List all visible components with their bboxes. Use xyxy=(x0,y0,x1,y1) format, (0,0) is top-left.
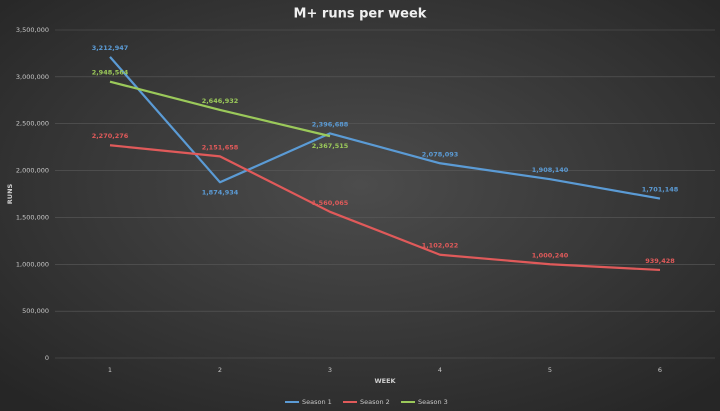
data-label: 1,874,934 xyxy=(202,188,239,196)
x-axis-title: WEEK xyxy=(374,377,396,385)
x-tick-label: 3 xyxy=(328,366,332,374)
data-label: 2,948,564 xyxy=(92,69,129,77)
data-label: 2,646,932 xyxy=(202,97,239,105)
data-label: 1,701,148 xyxy=(642,186,679,194)
legend-label: Season 1 xyxy=(302,398,332,406)
y-tick-label: 0 xyxy=(45,354,49,362)
chart-title: M+ runs per week xyxy=(294,7,427,22)
y-tick-label: 2,500,000 xyxy=(16,120,49,128)
legend-label: Season 2 xyxy=(360,398,390,406)
series-line xyxy=(109,80,331,138)
data-label: 1,908,140 xyxy=(532,166,569,174)
x-tick-label: 5 xyxy=(548,366,552,374)
data-label: 2,151,658 xyxy=(202,143,239,151)
y-tick-label: 3,000,000 xyxy=(16,73,49,81)
x-tick-label: 6 xyxy=(658,366,662,374)
data-label: 2,270,276 xyxy=(92,132,129,140)
data-label: 3,212,947 xyxy=(92,44,129,52)
data-label: 1,102,022 xyxy=(422,242,459,250)
legend-label: Season 3 xyxy=(418,398,448,406)
data-label: 1,000,240 xyxy=(532,251,569,259)
y-tick-label: 1,500,000 xyxy=(16,213,49,221)
data-label: 2,078,093 xyxy=(422,150,459,158)
data-label: 1,560,065 xyxy=(312,199,349,207)
series-line xyxy=(109,56,661,200)
y-tick-label: 500,000 xyxy=(22,307,49,315)
data-label: 2,367,515 xyxy=(312,142,349,150)
y-tick-label: 3,500,000 xyxy=(16,26,49,34)
y-tick-label: 2,000,000 xyxy=(16,167,49,175)
series-line xyxy=(109,144,661,272)
x-tick-label: 2 xyxy=(218,366,222,374)
y-tick-label: 1,000,000 xyxy=(16,260,49,268)
data-label: 939,428 xyxy=(645,257,675,265)
x-tick-label: 1 xyxy=(108,366,112,374)
y-axis-title: RUNS xyxy=(6,183,14,204)
data-label: 2,396,688 xyxy=(312,120,349,128)
x-tick-label: 4 xyxy=(438,366,442,374)
